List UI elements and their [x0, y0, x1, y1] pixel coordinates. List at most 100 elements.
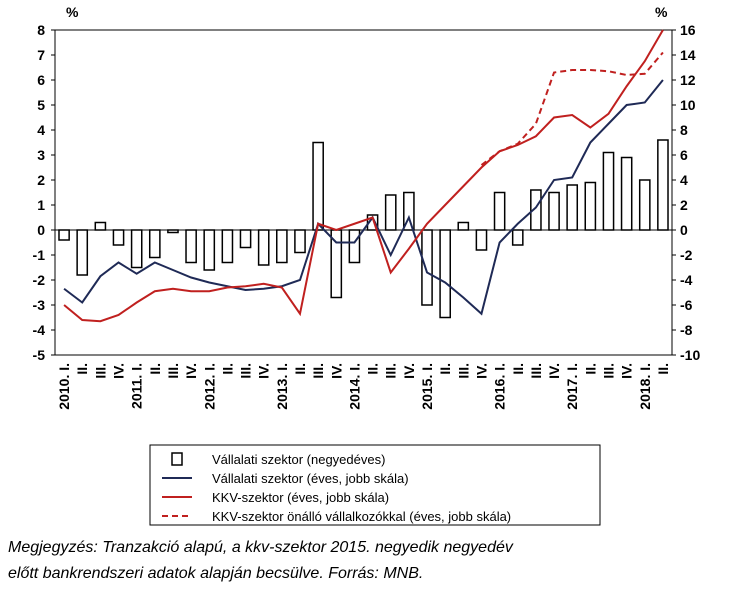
bar: [148, 229, 161, 259]
line: [480, 51, 664, 166]
x-tick-label: IV.: [401, 363, 417, 379]
x-tick-label: III.: [600, 363, 616, 379]
bar: [384, 194, 397, 231]
x-tick-label: 2016. I.: [492, 363, 508, 410]
y2-tick-label: 2: [680, 197, 688, 213]
x-tick-label: II.: [147, 363, 163, 375]
x-tick-label: 2017. I.: [564, 363, 580, 410]
bar: [548, 191, 560, 231]
bar: [239, 229, 252, 249]
bar: [638, 179, 651, 231]
legend-box: [149, 444, 601, 526]
bar: [294, 229, 306, 254]
plot-frame: [54, 29, 673, 356]
y-tick-label: -1: [33, 247, 46, 263]
x-tick-label: IV.: [473, 363, 489, 379]
x-tick-label: IV.: [183, 363, 199, 379]
bar: [348, 229, 361, 264]
legend-swatch: [171, 452, 183, 466]
bar: [439, 229, 451, 319]
x-tick-label: II.: [582, 363, 598, 375]
y2-tick-label: -8: [680, 322, 693, 338]
bar: [257, 229, 270, 266]
y2-tick-label: 4: [680, 172, 688, 188]
x-tick-label: III.: [383, 363, 399, 379]
bar: [185, 229, 197, 264]
x-tick-label: 2018. I.: [637, 363, 653, 410]
x-tick-label: III.: [310, 363, 326, 379]
legend-label: KKV-szektor önálló vállalkozókkal (éves,…: [212, 509, 511, 524]
bar: [366, 214, 379, 231]
x-tick-label: III.: [528, 363, 544, 379]
y-tick-label: -5: [33, 347, 46, 363]
x-tick-label: II.: [292, 363, 308, 375]
y2-unit: %: [655, 4, 668, 20]
bar: [112, 229, 125, 246]
y2-tick-label: 16: [680, 22, 696, 38]
y-tick-label: 7: [37, 47, 45, 63]
bar: [403, 191, 415, 231]
y-tick-label: 4: [37, 122, 45, 138]
x-tick-label: 2014. I.: [346, 363, 362, 410]
x-tick-label: III.: [165, 363, 181, 379]
y-tick-label: 5: [37, 97, 45, 113]
bar: [620, 156, 633, 231]
y-tick-label: -4: [33, 322, 46, 338]
x-tick-label: II.: [510, 363, 526, 375]
x-tick-label: IV.: [328, 363, 344, 379]
bar: [584, 181, 597, 231]
x-tick-label: 2010. I.: [56, 363, 72, 410]
bar: [203, 229, 216, 271]
bar: [457, 221, 470, 231]
y2-tick-label: -2: [680, 247, 693, 263]
x-tick-label: II.: [655, 363, 671, 375]
x-tick-label: 2011. I.: [129, 363, 145, 409]
x-tick-label: IV.: [546, 363, 562, 379]
note: Megjegyzés: Tranzakció alapú, a kkv-szek…: [8, 539, 514, 556]
x-tick-label: 2012. I.: [201, 363, 217, 410]
bar: [130, 229, 143, 269]
bar: [221, 229, 234, 264]
x-tick-label: IV.: [256, 363, 272, 379]
y-tick-label: 6: [37, 72, 45, 88]
y2-tick-label: 14: [680, 47, 696, 63]
y2-tick-label: 10: [680, 97, 696, 113]
note: előtt bankrendszeri adatok alapján becsü…: [8, 565, 423, 582]
x-tick-label: IV.: [111, 363, 127, 379]
y2-tick-label: -10: [680, 347, 700, 363]
bar: [511, 229, 524, 246]
bar: [76, 229, 89, 276]
x-tick-label: III.: [92, 363, 108, 379]
legend-label: KKV-szektor (éves, jobb skála): [212, 490, 389, 505]
y2-tick-label: 6: [680, 147, 688, 163]
y2-tick-label: -4: [680, 272, 693, 288]
legend-label: Vállalati szektor (éves, jobb skála): [212, 471, 409, 486]
x-tick-label: III.: [238, 363, 254, 379]
y-tick-label: -3: [33, 297, 46, 313]
y-tick-label: 8: [37, 22, 45, 38]
y-tick-label: -2: [33, 272, 46, 288]
bar: [276, 229, 288, 264]
y2-tick-label: 0: [680, 222, 688, 238]
y-tick-label: 1: [37, 197, 45, 213]
line: [63, 29, 664, 323]
x-tick-label: II.: [365, 363, 381, 375]
bar: [602, 151, 615, 231]
bar: [493, 191, 506, 231]
x-tick-label: 2013. I.: [274, 363, 290, 410]
bar: [657, 139, 669, 231]
x-tick-label: 2015. I.: [419, 363, 435, 410]
x-tick-label: II.: [219, 363, 235, 375]
bar: [475, 229, 488, 251]
bar: [312, 141, 324, 231]
y2-tick-label: 12: [680, 72, 696, 88]
x-tick-label: IV.: [619, 363, 635, 379]
bar: [421, 229, 433, 306]
bar: [94, 221, 107, 231]
line: [63, 79, 664, 316]
bar: [530, 189, 542, 231]
legend-label: Vállalati szektor (negyedéves): [212, 452, 385, 467]
x-tick-label: II.: [437, 363, 453, 375]
y-tick-label: 2: [37, 172, 45, 188]
bar: [167, 229, 179, 234]
